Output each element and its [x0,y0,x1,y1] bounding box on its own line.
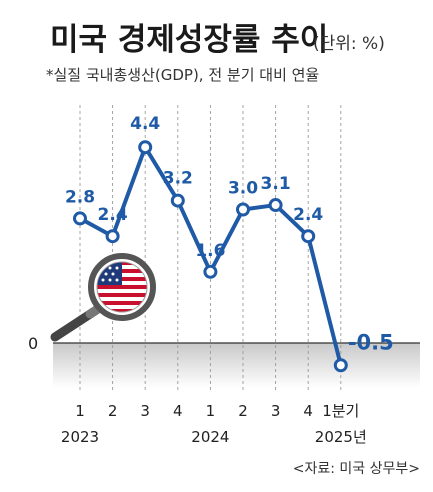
year-label: 2025년 [315,428,367,446]
us-flag-magnifier-icon [50,253,156,342]
year-label: 2023 [61,428,99,446]
data-label: 2.8 [65,187,95,207]
chart-subtitle: *실질 국내총생산(GDP), 전 분기 대비 연율 [46,66,319,84]
x-tick-label: 1 [75,402,85,420]
series-layer: 2.82.44.43.21.63.0 3.12.4-0.5 [65,114,394,373]
data-label: 3.0 [228,179,258,199]
data-label: 3.2 [163,169,193,189]
data-point [105,229,120,244]
data-point [333,358,348,373]
data-point [170,193,185,208]
negative-area [53,343,420,388]
x-tick-label: 2 [108,402,118,420]
data-point [73,211,87,226]
x-tick-label: 4 [303,402,313,420]
data-label: 2.4 [98,205,128,225]
zero-label: 0 [28,334,38,353]
x-tick-label: 1분기 [322,402,359,420]
year-label: 2024 [191,428,229,446]
x-tick-label: 3 [140,402,150,420]
data-point [268,198,283,213]
axis-layer: 1 2 3 4 1 2 3 4 1분기 2023 2024 2025년 [61,402,367,446]
x-tick-label: 2 [238,402,248,420]
x-tick-label: 4 [173,402,183,420]
data-label: 2.4 [293,205,323,225]
data-label: 1.6 [195,241,225,261]
x-tick-label: 1 [206,402,216,420]
data-point [236,202,250,217]
data-point [138,140,153,155]
chart-title: 미국 경제성장률 추이 [50,22,328,58]
data-label: -0.5 [348,330,394,354]
data-label: 3.1 [261,174,291,194]
data-point [301,229,316,244]
x-tick-label: 3 [271,402,281,420]
data-point [203,264,218,279]
unit-label: (단위: %) [313,34,385,54]
source-label: <자료: 미국 상무부> [293,461,420,477]
data-label: 4.4 [130,114,160,134]
